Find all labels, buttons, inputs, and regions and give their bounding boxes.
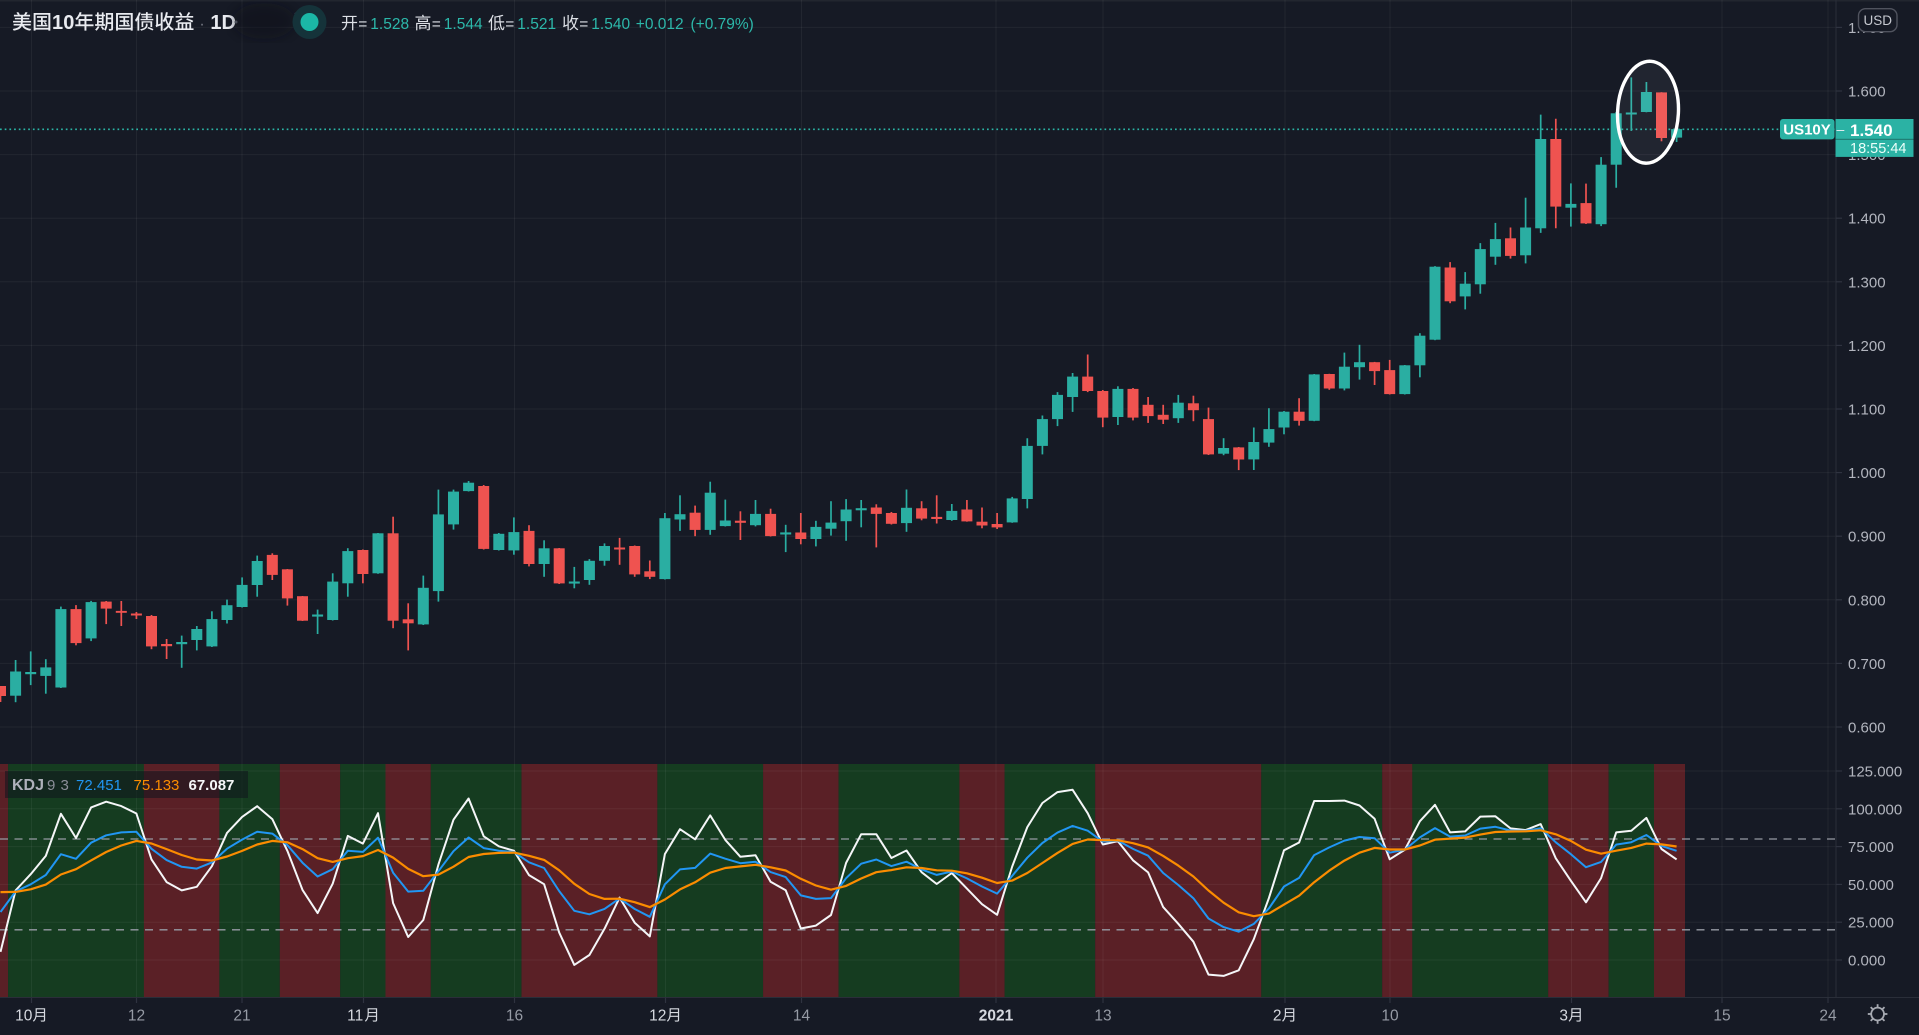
svg-text:12: 12 — [649, 1008, 666, 1025]
svg-text:=: = — [579, 16, 588, 33]
svg-text:1: 1 — [52, 12, 63, 34]
svg-text:1.200: 1.200 — [1848, 338, 1886, 355]
svg-text:0.800: 0.800 — [1848, 592, 1886, 609]
svg-text:1.100: 1.100 — [1848, 402, 1886, 419]
svg-text:2: 2 — [1273, 1008, 1282, 1025]
svg-text:USD: USD — [1864, 13, 1893, 28]
svg-text:US10Y: US10Y — [1783, 121, 1831, 138]
svg-text:=: = — [505, 16, 514, 33]
svg-text:0.600: 0.600 — [1848, 720, 1886, 737]
svg-text:·: · — [199, 16, 204, 33]
svg-text:0: 0 — [63, 12, 74, 34]
svg-text:75.133: 75.133 — [134, 777, 180, 794]
svg-text:25.000: 25.000 — [1848, 915, 1894, 932]
svg-text:1.544: 1.544 — [444, 16, 483, 33]
svg-text:+0.012 (+0.79%): +0.012 (+0.79%) — [636, 16, 754, 33]
svg-text:3: 3 — [61, 777, 69, 794]
svg-text:2021: 2021 — [979, 1008, 1014, 1025]
svg-text:72.451: 72.451 — [76, 777, 122, 794]
svg-text:=: = — [432, 16, 441, 33]
svg-text:1.521: 1.521 — [517, 16, 556, 33]
svg-text:75.000: 75.000 — [1848, 839, 1894, 856]
svg-text:0.700: 0.700 — [1848, 656, 1886, 673]
svg-text:0.900: 0.900 — [1848, 529, 1886, 546]
svg-text:9: 9 — [47, 777, 55, 794]
svg-text:14: 14 — [793, 1008, 811, 1025]
svg-text:1.540: 1.540 — [591, 16, 630, 33]
svg-text:1.528: 1.528 — [370, 16, 409, 33]
svg-text:1D: 1D — [210, 12, 236, 34]
svg-text:10: 10 — [15, 1008, 33, 1025]
svg-text:15: 15 — [1713, 1008, 1730, 1025]
svg-text:3: 3 — [1559, 1008, 1568, 1025]
svg-text:1.000: 1.000 — [1848, 465, 1886, 482]
svg-text:KDJ: KDJ — [12, 777, 44, 794]
svg-text:12: 12 — [128, 1008, 145, 1025]
svg-text:13: 13 — [1094, 1008, 1111, 1025]
svg-text:16: 16 — [506, 1008, 523, 1025]
svg-text:24: 24 — [1819, 1008, 1837, 1025]
svg-text:1.540: 1.540 — [1850, 121, 1893, 140]
svg-text:125.000: 125.000 — [1848, 764, 1902, 781]
svg-text:67.087: 67.087 — [189, 777, 235, 794]
svg-text:18:55:44: 18:55:44 — [1850, 141, 1906, 157]
svg-text:1.400: 1.400 — [1848, 211, 1886, 228]
svg-text:–: – — [1837, 121, 1845, 137]
svg-text:10: 10 — [1381, 1008, 1399, 1025]
svg-text:11: 11 — [347, 1008, 363, 1025]
svg-text:1.300: 1.300 — [1848, 274, 1886, 291]
svg-text:100.000: 100.000 — [1848, 801, 1902, 818]
svg-text:50.000: 50.000 — [1848, 877, 1894, 894]
svg-text:21: 21 — [233, 1008, 250, 1025]
svg-text:=: = — [358, 16, 367, 33]
svg-text:0.000: 0.000 — [1848, 953, 1886, 970]
svg-text:1.600: 1.600 — [1848, 84, 1886, 101]
